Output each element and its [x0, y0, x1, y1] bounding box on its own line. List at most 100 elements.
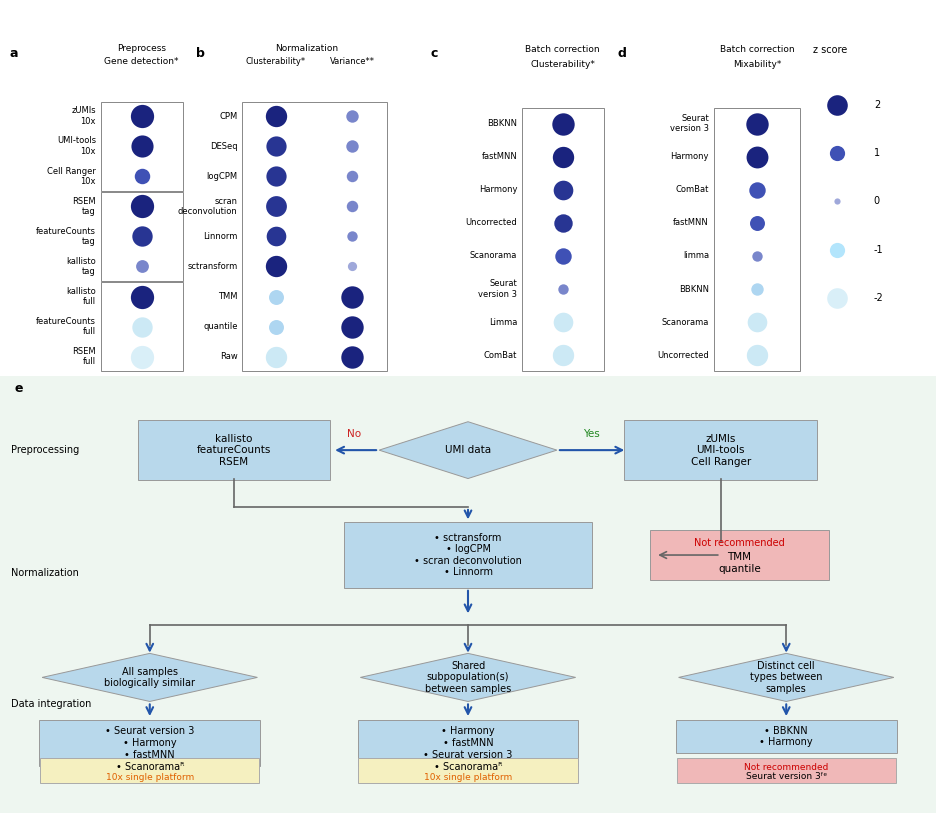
Text: TMM: TMM — [218, 292, 238, 301]
Polygon shape — [360, 654, 576, 702]
Point — [269, 170, 284, 183]
FancyBboxPatch shape — [39, 720, 260, 766]
Text: Harmony: Harmony — [478, 185, 517, 194]
Text: Limma: Limma — [489, 318, 517, 327]
Point — [555, 117, 570, 130]
Text: Linnorm: Linnorm — [203, 232, 238, 241]
Point — [134, 350, 149, 364]
Bar — [714, 108, 800, 371]
Point — [269, 230, 284, 243]
Point — [750, 349, 765, 362]
Text: 10x single platform: 10x single platform — [106, 773, 194, 782]
Text: 1: 1 — [874, 148, 880, 158]
Text: c: c — [431, 47, 438, 60]
Text: BBKNN: BBKNN — [679, 284, 709, 293]
Point — [344, 140, 359, 153]
Text: RSEM
full: RSEM full — [72, 347, 96, 366]
Point — [555, 183, 570, 196]
Text: UMI data: UMI data — [445, 445, 491, 455]
Point — [344, 260, 359, 273]
Text: Not recommended: Not recommended — [744, 762, 828, 771]
FancyBboxPatch shape — [651, 529, 829, 580]
Text: quantile: quantile — [203, 322, 238, 331]
Point — [555, 249, 570, 262]
Text: RSEM
tag: RSEM tag — [72, 197, 96, 216]
Text: kallisto
tag: kallisto tag — [66, 257, 96, 276]
Point — [344, 170, 359, 183]
Text: logCPM: logCPM — [207, 172, 238, 181]
Point — [344, 320, 359, 333]
Point — [269, 260, 284, 273]
Polygon shape — [379, 422, 557, 479]
Point — [830, 195, 845, 208]
Text: limma: limma — [683, 252, 709, 261]
Text: fastMNN: fastMNN — [673, 218, 709, 227]
FancyBboxPatch shape — [344, 522, 592, 588]
Text: No: No — [346, 429, 361, 440]
Text: -2: -2 — [874, 292, 884, 303]
Text: DESeq: DESeq — [210, 141, 238, 150]
Point — [750, 183, 765, 196]
Text: Mixability*: Mixability* — [733, 60, 782, 69]
Point — [555, 217, 570, 230]
Point — [269, 320, 284, 333]
Text: Gene detection*: Gene detection* — [104, 57, 179, 66]
FancyBboxPatch shape — [358, 758, 578, 783]
FancyBboxPatch shape — [624, 421, 817, 480]
Bar — [100, 101, 183, 190]
Text: Harmony: Harmony — [670, 152, 709, 161]
FancyBboxPatch shape — [138, 421, 330, 480]
Text: • Scanoramaᴿ: • Scanoramaᴿ — [433, 762, 503, 772]
Text: 0: 0 — [874, 196, 880, 207]
Text: Normalization: Normalization — [275, 44, 338, 53]
Text: Variance**: Variance** — [329, 57, 375, 66]
Text: CPM: CPM — [220, 112, 238, 121]
Text: ComBat: ComBat — [484, 350, 517, 359]
Point — [830, 147, 845, 160]
Point — [134, 109, 149, 123]
Text: 2: 2 — [874, 100, 880, 110]
Text: Clusterability*: Clusterability* — [246, 57, 306, 66]
Text: Preprocess: Preprocess — [117, 44, 166, 53]
Text: zUMIs
UMI-tools
Cell Ranger: zUMIs UMI-tools Cell Ranger — [691, 434, 751, 467]
Text: kallisto
full: kallisto full — [66, 287, 96, 306]
Text: Batch correction: Batch correction — [720, 45, 795, 54]
Point — [134, 199, 149, 212]
Point — [344, 199, 359, 212]
Text: Uncorrected: Uncorrected — [465, 218, 517, 227]
FancyBboxPatch shape — [0, 376, 936, 813]
Text: ComBat: ComBat — [676, 185, 709, 194]
Text: b: b — [196, 47, 205, 60]
Bar — [100, 192, 183, 281]
Text: Scanorama: Scanorama — [662, 318, 709, 327]
Text: Scanorama: Scanorama — [470, 252, 517, 261]
Point — [830, 243, 845, 257]
Text: • Scanoramaᴿ: • Scanoramaᴿ — [115, 762, 184, 772]
Text: All samples
biologically similar: All samples biologically similar — [104, 667, 196, 688]
Text: Raw: Raw — [220, 352, 238, 361]
Point — [269, 109, 284, 123]
Text: Data integration: Data integration — [11, 699, 92, 708]
Text: Normalization: Normalization — [11, 568, 80, 578]
Text: Uncorrected: Uncorrected — [657, 350, 709, 359]
FancyBboxPatch shape — [677, 758, 896, 783]
Point — [134, 170, 149, 183]
Text: kallisto
featureCounts
RSEM: kallisto featureCounts RSEM — [197, 434, 271, 467]
Point — [555, 315, 570, 328]
Text: Not recommended: Not recommended — [695, 538, 784, 548]
Text: -1: -1 — [874, 244, 884, 255]
Text: Batch correction: Batch correction — [525, 45, 600, 54]
Text: • sctransform
• logCPM
• scran deconvolution
• Linnorm: • sctransform • logCPM • scran deconvolu… — [414, 533, 522, 578]
Point — [555, 349, 570, 362]
Text: a: a — [9, 47, 18, 60]
Point — [344, 290, 359, 303]
Text: • Harmony
• fastMNN
• Seurat version 3: • Harmony • fastMNN • Seurat version 3 — [423, 726, 513, 760]
Text: Preprocessing: Preprocessing — [11, 445, 80, 455]
Point — [344, 350, 359, 364]
Point — [750, 150, 765, 163]
Point — [750, 117, 765, 130]
Point — [269, 290, 284, 303]
Text: UMI-tools
10x: UMI-tools 10x — [57, 136, 96, 156]
Text: featureCounts
tag: featureCounts tag — [36, 226, 96, 246]
Point — [344, 230, 359, 243]
